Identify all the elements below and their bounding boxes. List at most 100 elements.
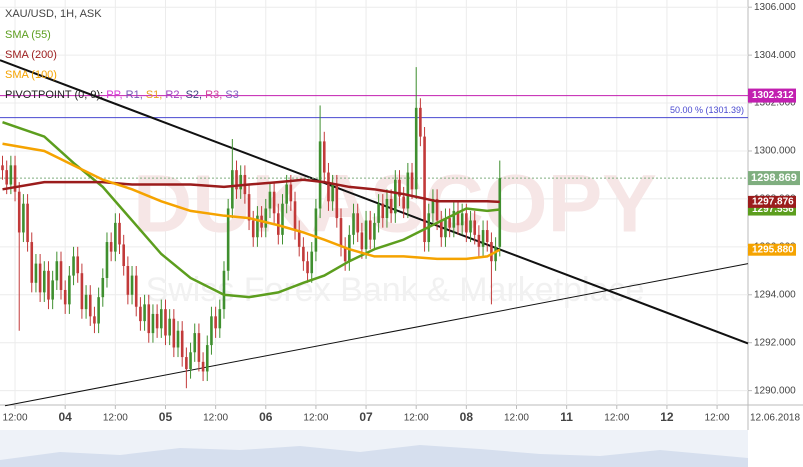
candle-body	[139, 306, 142, 322]
pivot-legend-item: S3	[225, 89, 238, 101]
chart-title: XAU/USD, 1H, ASK	[5, 8, 102, 20]
candle-body	[235, 170, 238, 190]
sma-box-label: 1297.556	[752, 204, 794, 215]
price-box	[748, 88, 796, 103]
candle-body	[5, 170, 8, 185]
candle-body	[373, 222, 376, 240]
x-tick-label: 12:00	[3, 413, 28, 424]
candle-body	[460, 213, 464, 226]
candle-body	[256, 215, 259, 238]
candle-body	[201, 361, 205, 372]
x-tick-label: 12:00	[404, 413, 429, 424]
candle-body	[180, 330, 184, 358]
pivot-legend-item: R2,	[165, 89, 185, 101]
candle-body	[368, 220, 372, 240]
candle-body	[185, 357, 188, 370]
candle-body	[109, 242, 113, 252]
candle-body	[30, 242, 34, 283]
candle-body	[59, 261, 63, 290]
y-tick-label: 1304.000	[754, 50, 796, 61]
candle-body	[168, 318, 171, 336]
x-tick-label: 12	[660, 410, 674, 424]
sma-line	[2, 121, 500, 299]
candle-body	[414, 107, 418, 190]
candle-body	[385, 198, 389, 219]
candle-body	[410, 172, 414, 190]
price-box-label: 1302.312	[752, 90, 794, 101]
candle-body	[448, 218, 451, 228]
candle-body	[143, 304, 146, 322]
price-box	[748, 171, 800, 186]
candle-body	[377, 203, 380, 223]
x-tick-label: 07	[359, 410, 373, 424]
candle-body	[38, 263, 42, 293]
candle-body	[452, 210, 456, 228]
candle-body	[97, 297, 100, 324]
candle-body	[314, 208, 318, 252]
candle-body	[51, 280, 54, 300]
candle-body	[84, 294, 88, 310]
sma-line	[2, 178, 500, 204]
candle-body	[239, 174, 242, 190]
candle-body	[398, 179, 401, 197]
candle-body	[210, 316, 213, 346]
candle-body	[76, 256, 80, 274]
candle-body	[322, 141, 326, 173]
sma-box	[748, 243, 796, 256]
candle-body	[264, 208, 268, 228]
candle-body	[456, 210, 460, 226]
candle-body	[205, 345, 209, 372]
candle-body	[477, 234, 481, 247]
candle-body	[126, 266, 130, 295]
x-tick-label: 11	[560, 410, 573, 424]
x-tick-label: 12:00	[604, 413, 629, 424]
x-tick-label: 12:00	[705, 413, 730, 424]
y-tick-label: 1290.000	[754, 385, 796, 396]
candle-body	[423, 136, 426, 243]
candle-body	[285, 184, 288, 204]
candle-body	[114, 222, 117, 252]
candle-body	[88, 294, 92, 317]
candle-body	[439, 220, 443, 238]
candle-body	[331, 184, 334, 202]
reference-label: 50.00 % (1301.39)	[670, 105, 744, 115]
candle-body	[281, 203, 284, 235]
candle-body	[444, 218, 447, 238]
candle-body	[26, 203, 29, 243]
candle-body	[193, 333, 197, 353]
candle-body	[197, 333, 201, 362]
candle-body	[394, 179, 397, 214]
candle-body	[189, 352, 192, 370]
candle-body	[160, 309, 163, 329]
candle-body	[306, 261, 309, 274]
candle-body	[17, 191, 21, 233]
y-tick-label: 1292.000	[754, 337, 796, 348]
candle-body	[226, 208, 230, 271]
candle-body	[268, 191, 272, 209]
pivot-legend-item: PIVOTPOINT (0, 9):	[5, 89, 106, 101]
candle-body	[465, 213, 468, 233]
candle-body	[356, 213, 360, 233]
y-tick-label: 1302.000	[754, 98, 796, 109]
candle-body	[42, 270, 46, 293]
candle-body	[339, 218, 343, 247]
candle-body	[490, 242, 493, 262]
candle-body	[473, 220, 477, 235]
candle-body	[364, 220, 368, 250]
candle-body	[389, 198, 393, 214]
candle-body	[481, 230, 485, 247]
legend-entry: SMA (100)	[5, 69, 57, 81]
pivot-legend-item: R1,	[126, 89, 146, 101]
navigator-area	[0, 445, 748, 467]
y-tick-label: 1300.000	[754, 146, 796, 157]
x-tick-label: 05	[159, 410, 173, 424]
candle-body	[297, 230, 301, 247]
candle-body	[335, 184, 339, 219]
x-tick-label: 04	[59, 410, 73, 424]
x-end-label: 12.06.2018	[750, 413, 800, 424]
pivot-legend: PIVOTPOINT (0, 9): PP, R1, S1, R2, S2, R…	[5, 89, 239, 101]
candle-body	[222, 270, 226, 310]
price-box-label: 1298.869	[751, 172, 797, 184]
candle-body	[498, 178, 502, 247]
